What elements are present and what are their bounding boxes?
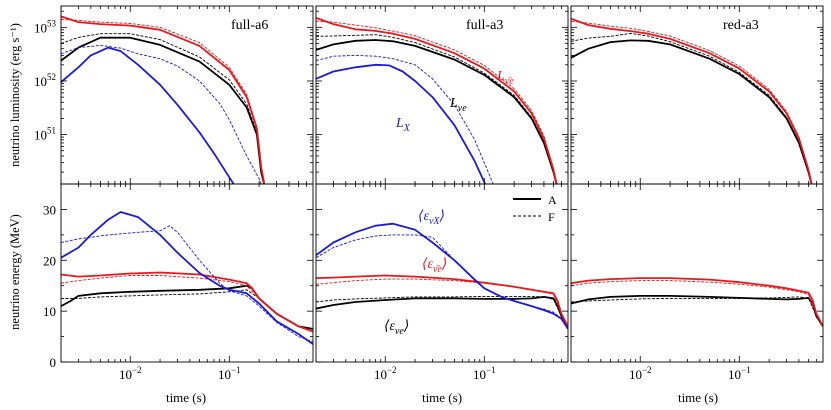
series-full-a6-energy-nubar_e-A (61, 271, 313, 333)
series-full-a3-luminosity-nu_e-A (316, 39, 558, 184)
series-full-a3-luminosity-nu_x-F (316, 54, 494, 184)
x-tick-label: 10−1 (473, 365, 496, 382)
y-tick-label: 1053 (34, 18, 57, 35)
y-tick-label: 30 (43, 202, 56, 217)
y-tick-label: 1051 (34, 126, 56, 143)
annotation-l-x: LX (395, 116, 411, 134)
y-tick-label: 20 (43, 253, 56, 268)
series-full-a3-luminosity-nu_e-F (316, 34, 558, 184)
legend-label-a: A (548, 193, 557, 207)
red-a3-luminosity-lines (571, 17, 813, 184)
frame-full-a6-luminosity (60, 5, 314, 185)
x-tick-label: 10−2 (374, 365, 397, 382)
full-a3-luminosity-lines (316, 17, 558, 184)
x-axis-label-left: time (s) (166, 390, 206, 405)
panel-title-full-a6: full-a6 (231, 18, 268, 33)
frames-layer (60, 5, 824, 363)
y-tick-label: 10 (43, 304, 56, 319)
panel-title-full-a3: full-a3 (466, 18, 503, 33)
x-axis-label-middle: time (s) (422, 390, 462, 405)
series-full-a3-energy-nu_e-A (316, 295, 568, 327)
series-full-a3-luminosity-nubar_e-A (316, 17, 558, 184)
legend-label-f: F (548, 210, 555, 224)
series-full-a6-energy-nu_e-F (61, 289, 313, 332)
full-a6-luminosity-lines (61, 15, 266, 184)
frame-red-a3-luminosity (570, 5, 824, 185)
red-a3-energy-lines (571, 277, 823, 327)
y-axis-label-energy: neutrino energy (MeV) (8, 214, 22, 330)
series-red-a3-energy-nu_e-F (571, 296, 823, 327)
ticks-layer: 1051 1052 1053 10−2 10−1 0 10 20 30 10−2 10−1 10−2 1… (34, 6, 823, 382)
series-full-a3-energy-nu_x-F (316, 234, 568, 330)
y-axis-label-luminosity: neutrino luminosity (erg s⁻¹) (8, 23, 22, 167)
frame-red-a3-energy (570, 183, 824, 363)
series-red-a3-luminosity-nu_e-A (571, 39, 813, 184)
series-full-a3-energy-nu_e-F (316, 295, 568, 327)
series-full-a6-energy-nu_e-A (61, 284, 313, 330)
x-axis-label-right: time (s) (678, 390, 718, 405)
y-tick-label: 0 (50, 355, 57, 370)
series-full-a6-luminosity-nu_x-F (61, 44, 262, 184)
annotation-e-nu-e: ⟨ενe⟩ (384, 319, 409, 337)
x-tick-label: 10−1 (218, 365, 241, 382)
series-full-a6-luminosity-nu_x-A (61, 46, 235, 184)
series-red-a3-energy-nubar_e-F (571, 280, 823, 327)
series-red-a3-energy-nubar_e-A (571, 277, 823, 327)
x-tick-label: 10−2 (629, 365, 652, 382)
series-full-a3-energy-nubar_e-F (316, 278, 568, 327)
x-tick-label: 10−1 (728, 365, 751, 382)
annotations-layer: Lν̄e Lνe LX ⟨ενX⟩ ⟨εν̄e⟩ ⟨ενe⟩ (384, 69, 514, 337)
annotation-e-nubar-e: ⟨εν̄e⟩ (422, 257, 447, 275)
series-full-a6-energy-nu_x-F (61, 225, 313, 343)
full-a6-energy-lines (61, 211, 313, 345)
series-full-a3-energy-nu_x-A (316, 222, 568, 330)
series-full-a6-energy-nu_x-A (61, 211, 313, 345)
frame-full-a6-energy (60, 183, 314, 363)
series-full-a6-energy-nubar_e-F (61, 275, 313, 332)
series-full-a3-luminosity-nubar_e-F (316, 20, 558, 184)
frame-full-a3-luminosity (315, 5, 569, 185)
panel-title-red-a3: red-a3 (723, 18, 759, 33)
full-a3-energy-lines (316, 222, 568, 330)
series-red-a3-luminosity-nu_e-F (571, 32, 813, 184)
plots-layer (61, 15, 823, 345)
series-full-a6-luminosity-nubar_e-F (61, 19, 265, 184)
series-full-a3-luminosity-nu_x-A (316, 63, 487, 184)
series-red-a3-luminosity-nubar_e-A (571, 17, 813, 184)
x-tick-label: 10−2 (119, 365, 142, 382)
annotation-l-nubar-e: Lν̄e (496, 69, 514, 87)
y-tick-label: 1052 (34, 72, 56, 89)
series-red-a3-luminosity-nubar_e-F (571, 20, 813, 184)
series-full-a3-energy-nubar_e-A (316, 274, 568, 327)
annotation-l-nu-e: Lνe (449, 96, 467, 114)
series-full-a6-luminosity-nu_e-F (61, 33, 265, 184)
frame-full-a3-energy (315, 183, 569, 363)
annotation-e-nu-x: ⟨ενX⟩ (418, 209, 445, 227)
legend: A F (513, 193, 557, 224)
